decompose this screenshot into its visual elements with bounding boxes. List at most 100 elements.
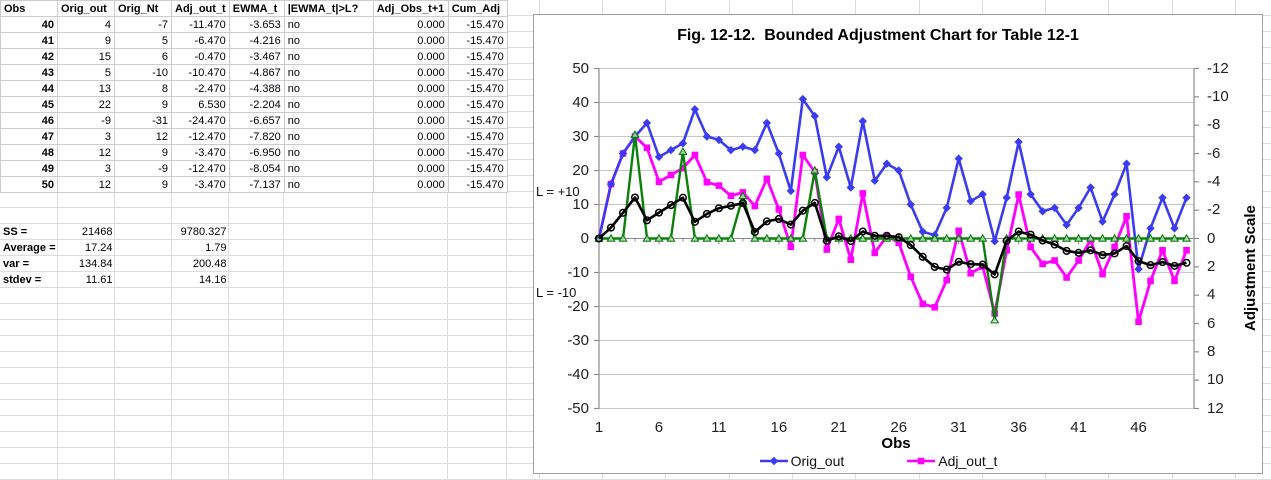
cell[interactable]: 40: [0, 16, 58, 33]
cell[interactable]: no: [283, 128, 374, 145]
chart-object[interactable]: Fig. 12-12. Bounded Adjustment Chart for…: [533, 14, 1263, 474]
cell[interactable]: -10.470: [171, 64, 230, 81]
column-header[interactable]: Adj_out_t: [171, 0, 230, 17]
cell[interactable]: -15.470: [447, 32, 508, 49]
stats-cell[interactable]: 14.16: [198, 273, 227, 286]
cell[interactable]: no: [283, 64, 374, 81]
cell[interactable]: -15.470: [447, 48, 508, 65]
cell[interactable]: 46: [0, 112, 58, 129]
cell[interactable]: 6: [114, 48, 172, 65]
stats-cell[interactable]: 134.84: [78, 257, 113, 270]
cell[interactable]: -7.137: [228, 176, 285, 193]
cell[interactable]: -10: [114, 64, 172, 81]
cell[interactable]: -4.216: [228, 32, 285, 49]
cell[interactable]: 43: [0, 64, 58, 81]
cell[interactable]: -15.470: [447, 176, 508, 193]
cell[interactable]: 8: [114, 80, 172, 97]
legend-item-Adj_out_t[interactable]: Adj_out_t: [906, 453, 997, 469]
cell[interactable]: 42: [0, 48, 58, 65]
cell[interactable]: no: [283, 48, 374, 65]
cell[interactable]: -12.470: [171, 128, 230, 145]
cell[interactable]: 0.000: [372, 32, 449, 49]
stats-cell[interactable]: var =: [3, 257, 29, 270]
cell[interactable]: 0.000: [372, 144, 449, 161]
cell[interactable]: 0.000: [372, 112, 449, 129]
cell[interactable]: -4.388: [228, 80, 285, 97]
stats-cell[interactable]: [116, 272, 173, 288]
cell[interactable]: -3.470: [171, 144, 230, 161]
cell[interactable]: 50: [0, 176, 58, 193]
cell[interactable]: -3.653: [228, 16, 285, 33]
cell[interactable]: 9: [114, 176, 172, 193]
cell[interactable]: 15: [57, 48, 115, 65]
stats-cell[interactable]: [116, 240, 173, 256]
cell[interactable]: -9: [114, 160, 172, 177]
stats-cell[interactable]: [116, 224, 173, 240]
cell[interactable]: 5: [114, 32, 172, 49]
cell[interactable]: 0.000: [372, 96, 449, 113]
cell[interactable]: no: [283, 80, 374, 97]
cell[interactable]: -6.657: [228, 112, 285, 129]
cell[interactable]: 0.000: [372, 48, 449, 65]
cell[interactable]: no: [283, 96, 374, 113]
cell[interactable]: 41: [0, 32, 58, 49]
column-header[interactable]: Orig_Nt: [114, 0, 172, 17]
cell[interactable]: 0.000: [372, 80, 449, 97]
cell[interactable]: no: [283, 144, 374, 161]
stats-cell[interactable]: 21468: [81, 225, 113, 238]
cell[interactable]: no: [283, 160, 374, 177]
cell[interactable]: -15.470: [447, 64, 508, 81]
cell[interactable]: 12: [57, 144, 115, 161]
cell[interactable]: -2.470: [171, 80, 230, 97]
cell[interactable]: 9: [114, 96, 172, 113]
cell[interactable]: -3.467: [228, 48, 285, 65]
cell[interactable]: 9: [57, 32, 115, 49]
cell[interactable]: -15.470: [447, 80, 508, 97]
cell[interactable]: -15.470: [447, 160, 508, 177]
cell[interactable]: 22: [57, 96, 115, 113]
stats-cell[interactable]: 1.79: [205, 241, 227, 254]
cell[interactable]: -7.820: [228, 128, 285, 145]
cell[interactable]: no: [283, 176, 374, 193]
cell[interactable]: 3: [57, 128, 115, 145]
cell[interactable]: -24.470: [171, 112, 230, 129]
stats-cell[interactable]: stdev =: [3, 273, 42, 286]
cell[interactable]: 4: [57, 16, 115, 33]
legend-item-Orig_out[interactable]: Orig_out: [759, 453, 844, 469]
cell[interactable]: -15.470: [447, 96, 508, 113]
cell[interactable]: 3: [57, 160, 115, 177]
column-header[interactable]: Obs: [0, 0, 58, 17]
cell[interactable]: 9: [114, 144, 172, 161]
cell[interactable]: -6.950: [228, 144, 285, 161]
cell[interactable]: 0.000: [372, 160, 449, 177]
column-header[interactable]: Orig_out: [57, 0, 115, 17]
stats-cell[interactable]: 200.48: [192, 257, 227, 270]
cell[interactable]: 13: [57, 80, 115, 97]
cell[interactable]: -12.470: [171, 160, 230, 177]
stats-cell[interactable]: [116, 256, 173, 272]
cell[interactable]: -0.470: [171, 48, 230, 65]
cell[interactable]: 6.530: [171, 96, 230, 113]
column-header[interactable]: Cum_Adj: [447, 0, 508, 17]
cell[interactable]: -11.470: [171, 16, 230, 33]
cell[interactable]: 47: [0, 128, 58, 145]
cell[interactable]: -7: [114, 16, 172, 33]
cell[interactable]: -31: [114, 112, 172, 129]
stats-cell[interactable]: 11.61: [85, 273, 113, 286]
cell[interactable]: -3.470: [171, 176, 230, 193]
cell[interactable]: no: [283, 112, 374, 129]
stats-cell[interactable]: Average =: [3, 241, 56, 254]
cell[interactable]: -9: [57, 112, 115, 129]
cell[interactable]: -4.867: [228, 64, 285, 81]
cell[interactable]: -15.470: [447, 16, 508, 33]
cell[interactable]: 12: [114, 128, 172, 145]
cell[interactable]: 44: [0, 80, 58, 97]
column-header[interactable]: |EWMA_t|>L?: [283, 0, 374, 17]
column-header[interactable]: EWMA_t: [228, 0, 285, 17]
cell[interactable]: -6.470: [171, 32, 230, 49]
cell[interactable]: 48: [0, 144, 58, 161]
cell[interactable]: -15.470: [447, 112, 508, 129]
cell[interactable]: 0.000: [372, 16, 449, 33]
cell[interactable]: 0.000: [372, 64, 449, 81]
cell[interactable]: 49: [0, 160, 58, 177]
